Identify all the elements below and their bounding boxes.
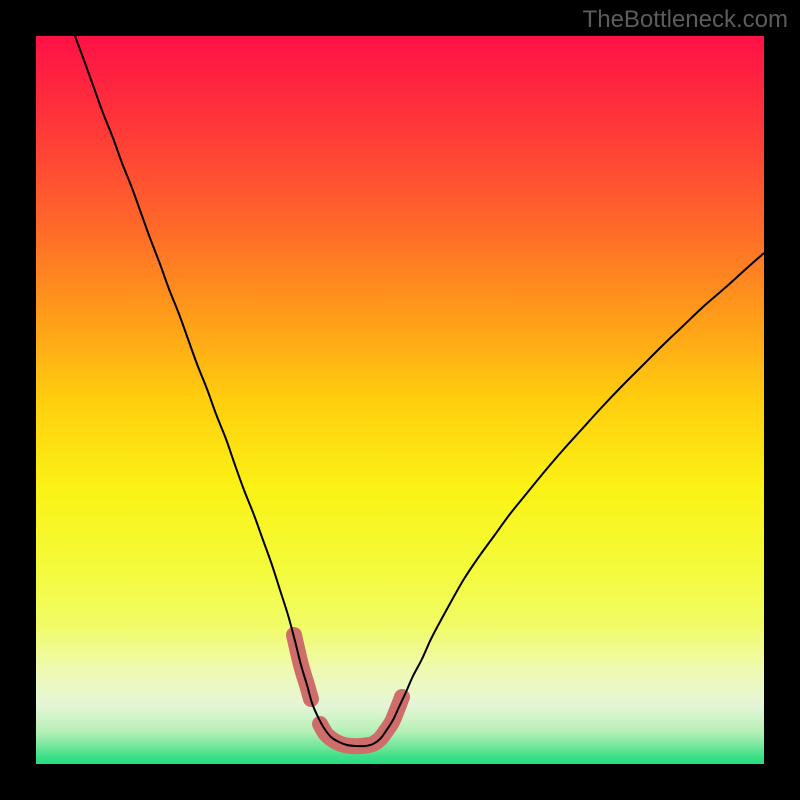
bottleneck-chart-svg <box>36 36 764 764</box>
watermark-text: TheBottleneck.com <box>583 6 788 34</box>
plot-area <box>36 36 764 764</box>
chart-frame: TheBottleneck.com <box>0 0 800 800</box>
chart-background <box>36 36 764 764</box>
